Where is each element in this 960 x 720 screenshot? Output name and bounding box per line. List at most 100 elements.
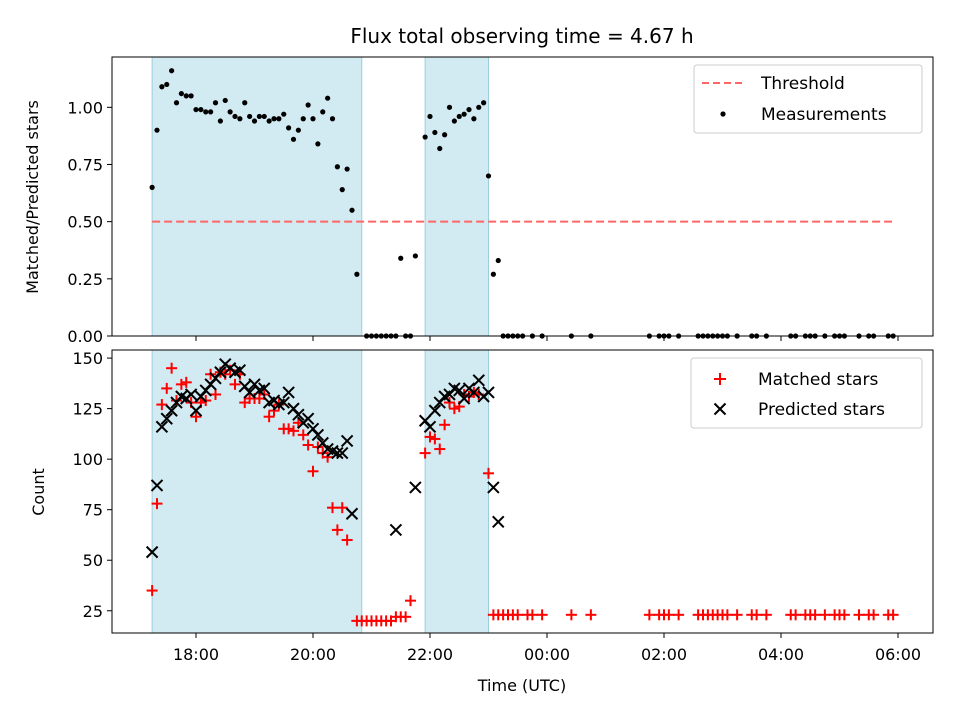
matched-star-point bbox=[146, 585, 158, 597]
predicted-star-point bbox=[345, 507, 359, 520]
count-y-tick-label: 50 bbox=[83, 551, 103, 570]
measurement-point bbox=[271, 116, 277, 122]
ratio-y-tick-label: 0.00 bbox=[67, 327, 103, 346]
legend-predicted-label: Predicted stars bbox=[758, 400, 885, 420]
measurement-point bbox=[261, 113, 267, 120]
measurement-point bbox=[198, 106, 204, 113]
predicted-star-point bbox=[311, 428, 325, 442]
measurement-point bbox=[339, 187, 345, 193]
matched-star-point bbox=[166, 362, 178, 374]
measurement-point bbox=[203, 109, 209, 115]
measurement-point bbox=[495, 257, 501, 264]
predicted-star-point bbox=[331, 446, 344, 460]
predicted-star-point bbox=[467, 386, 481, 399]
measurement-point bbox=[422, 134, 428, 140]
measurement-point bbox=[232, 113, 238, 120]
matched-star-point bbox=[283, 423, 295, 435]
measurement-point bbox=[398, 255, 404, 261]
ratio-y-axis-label: Matched/Predicted stars bbox=[23, 100, 42, 294]
measurement-point bbox=[325, 95, 331, 101]
predicted-star-point bbox=[165, 404, 178, 417]
measurement-point bbox=[159, 84, 165, 90]
matched-star-point bbox=[302, 439, 314, 451]
ratio-legend-box bbox=[693, 64, 923, 134]
measurement-point bbox=[169, 68, 175, 74]
matched-star-point bbox=[868, 609, 880, 621]
matched-star-point bbox=[585, 609, 597, 621]
ratio-y-tick-label: 1.00 bbox=[67, 98, 103, 117]
predicted-star-point bbox=[428, 404, 442, 417]
matched-star-point bbox=[809, 609, 821, 621]
count-y-ticks: 25 50 75 100 125 150 bbox=[72, 349, 112, 621]
predicted-star-point bbox=[233, 364, 247, 377]
matched-star-point bbox=[151, 498, 163, 510]
matched-star-point bbox=[341, 534, 353, 546]
ratio-y-ticks: 0.00 0.25 0.50 0.75 1.00 bbox=[67, 98, 112, 346]
measurement-point bbox=[237, 116, 243, 122]
measurement-point bbox=[329, 116, 336, 122]
predicted-star-point bbox=[150, 479, 164, 492]
matched-star-point bbox=[419, 447, 431, 459]
predicted-star-point bbox=[258, 382, 271, 395]
predicted-star-point bbox=[487, 481, 500, 494]
measurement-point bbox=[183, 93, 189, 99]
ratio-plot-frame bbox=[111, 56, 934, 337]
matched-star-point bbox=[663, 609, 675, 621]
measurement-point bbox=[227, 109, 233, 115]
x-tick-label: 04:00 bbox=[758, 645, 804, 664]
measurement-point bbox=[154, 127, 160, 133]
measurement-point bbox=[432, 129, 438, 136]
measurement-point bbox=[173, 100, 180, 106]
matched-star-point bbox=[297, 429, 309, 441]
ratio-y-tick-label: 0.75 bbox=[67, 155, 103, 174]
predicted-star-point bbox=[243, 386, 256, 399]
legend-matched-label: Matched stars bbox=[758, 370, 878, 390]
measurement-points bbox=[149, 68, 896, 339]
measurement-point bbox=[485, 173, 492, 179]
count-y-tick-label: 75 bbox=[83, 501, 103, 520]
matched-star-point bbox=[288, 425, 299, 437]
predicted-star-point bbox=[340, 434, 354, 448]
measurement-point bbox=[242, 100, 248, 106]
matched-star-point bbox=[887, 609, 899, 621]
matched-star-point bbox=[327, 502, 338, 514]
measurement-point bbox=[178, 90, 184, 97]
count-y-tick-label: 25 bbox=[83, 602, 103, 621]
matched-star-point bbox=[439, 419, 451, 431]
matched-star-point bbox=[180, 376, 192, 388]
matched-star-points bbox=[146, 362, 899, 627]
predicted-star-point bbox=[301, 412, 315, 425]
measurement-point bbox=[290, 136, 297, 142]
predicted-star-point bbox=[160, 412, 173, 425]
predicted-star-point bbox=[457, 392, 471, 405]
measurement-point bbox=[281, 111, 287, 117]
count-plot-frame bbox=[111, 349, 934, 634]
matched-star-point bbox=[429, 433, 441, 445]
legend-measurements-swatch bbox=[720, 111, 726, 117]
predicted-star-point bbox=[423, 420, 437, 434]
matched-star-point bbox=[263, 411, 275, 423]
measurement-point bbox=[461, 111, 467, 117]
measurement-point bbox=[471, 116, 477, 122]
count-y-tick-label: 150 bbox=[72, 349, 103, 368]
matched-star-point bbox=[156, 399, 168, 411]
count-legend-box bbox=[690, 357, 923, 429]
matched-star-point bbox=[331, 524, 343, 536]
ratio-shaded-span-1 bbox=[151, 56, 363, 337]
measurement-point bbox=[427, 113, 433, 120]
matched-star-point bbox=[210, 388, 221, 400]
measurement-point bbox=[442, 132, 448, 138]
ratio-y-tick-label: 0.50 bbox=[67, 213, 103, 232]
predicted-star-point bbox=[453, 384, 466, 397]
matched-star-point bbox=[405, 595, 416, 607]
matched-star-point bbox=[434, 443, 446, 455]
matched-star-point bbox=[424, 431, 436, 443]
matched-star-point bbox=[190, 411, 202, 423]
predicted-star-point bbox=[336, 446, 349, 460]
count-y-tick-label: 100 bbox=[72, 450, 103, 469]
count-panel: 25 50 75 100 125 150 18:00 20:00 22:00 00:00 02:0… bbox=[29, 349, 934, 695]
measurement-point bbox=[305, 102, 311, 108]
measurement-point bbox=[256, 113, 262, 120]
measurement-point bbox=[295, 127, 301, 133]
measurement-point bbox=[286, 125, 292, 131]
